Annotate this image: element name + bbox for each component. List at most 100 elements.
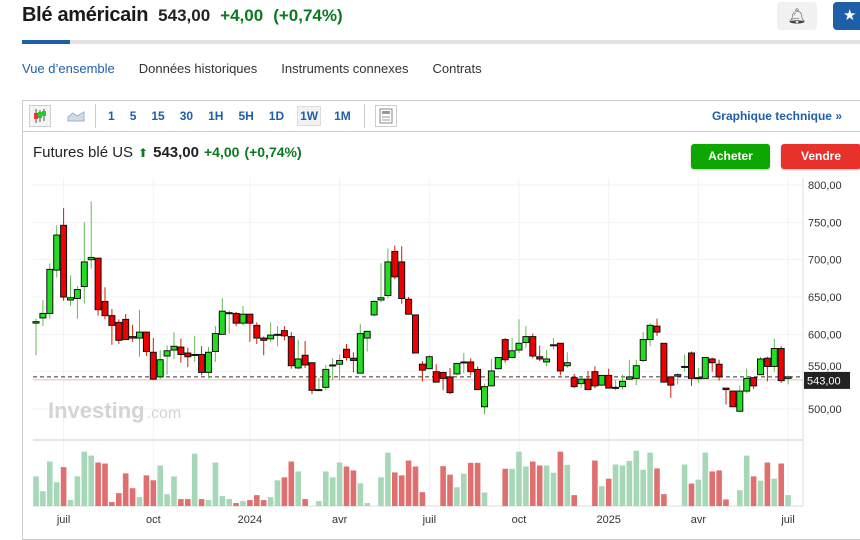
candle-body (681, 365, 689, 368)
candle-body (556, 342, 564, 372)
volume-bar (523, 466, 529, 506)
candle-body (536, 356, 544, 360)
interval-1m[interactable]: 1M (334, 109, 351, 123)
y-tick-label: 650,00 (808, 292, 842, 304)
volume-bar (143, 475, 150, 506)
candle-body (398, 261, 406, 299)
x-tick-label: juil (56, 514, 70, 526)
y-tick-label: 550,00 (808, 361, 842, 373)
candle-body (218, 310, 226, 335)
interval-15[interactable]: 15 (151, 109, 165, 123)
candle-body (308, 362, 316, 391)
interval-30[interactable]: 30 (179, 109, 194, 123)
candle-body (322, 368, 330, 388)
volume-bar (233, 503, 239, 506)
volume-bar (240, 501, 246, 506)
volume-bar (157, 465, 163, 506)
tab-related-instruments[interactable]: Instruments connexes (281, 61, 409, 76)
volume-bar (267, 497, 274, 506)
toolbar-divider (95, 104, 96, 128)
candle-body (274, 333, 281, 336)
instrument-header: Blé américain 543,00 +4,00 (+0,74%) (22, 4, 343, 30)
volume-bar (171, 476, 177, 506)
volume-bar (198, 499, 205, 506)
candle-body (60, 224, 68, 298)
technical-chart-link[interactable]: Graphique technique » (711, 109, 842, 123)
candle-body (336, 359, 344, 365)
volume-bar (640, 469, 646, 506)
candle-body (660, 342, 668, 383)
candle-body (453, 362, 461, 375)
interval-1w[interactable]: 1W (297, 106, 322, 126)
interval-5h[interactable]: 5H (238, 109, 254, 123)
tab-overview[interactable]: Vue d’ensemble (22, 61, 115, 76)
candle-body (529, 336, 537, 357)
volume-bar (481, 492, 488, 506)
interval-5[interactable]: 5 (129, 109, 137, 123)
candle-body (267, 334, 275, 340)
volume-bar (88, 455, 94, 506)
volume-bar (212, 462, 219, 506)
volume-bar (323, 471, 329, 506)
volume-bar (405, 460, 412, 506)
candle-body (625, 376, 633, 380)
candle-body (460, 361, 468, 364)
tab-historical-data[interactable]: Données historiques (138, 61, 258, 76)
volume-bar (260, 500, 267, 506)
volume-bar (778, 463, 784, 506)
candle-body (715, 363, 723, 378)
sell-button[interactable]: Vendre (781, 144, 860, 169)
interval-1[interactable]: 1 (108, 109, 115, 123)
area-chart-icon[interactable] (65, 105, 87, 127)
create-alert-button[interactable]: 🔔︎ (777, 2, 817, 30)
candle-body (729, 390, 737, 408)
volume-bar (226, 499, 232, 506)
interval-1h[interactable]: 1H (208, 109, 224, 123)
volume-bar (530, 461, 536, 506)
volume-bar (474, 462, 481, 506)
chart-change-pct: (+0,74%) (244, 144, 302, 160)
candle-body (363, 330, 371, 339)
volume-bar (164, 494, 170, 506)
buy-button[interactable]: Acheter (691, 144, 770, 169)
candle-body (225, 312, 233, 315)
volume-bar (785, 495, 791, 506)
interval-1d[interactable]: 1D (268, 109, 285, 123)
volume-bar (647, 452, 653, 506)
candle-body (108, 315, 116, 326)
volume-bar (247, 500, 253, 506)
volume-bar (571, 495, 577, 506)
volume-bar (302, 499, 308, 506)
candle-body (115, 321, 123, 341)
volume-bar (122, 473, 129, 506)
volume-bar (185, 499, 191, 506)
watchlist-button[interactable]: ★ (833, 2, 860, 30)
tab-contracts[interactable]: Contrats (432, 61, 482, 76)
x-tick-label: avr (691, 514, 707, 526)
volume-bar (219, 496, 226, 506)
candle-body (370, 300, 378, 316)
x-tick-label: juil (780, 514, 794, 526)
investing-watermark-suffix: .com (147, 405, 182, 422)
chart-change: +4,00 (204, 144, 240, 160)
candle-body (191, 354, 199, 357)
volume-bar (364, 503, 370, 506)
volume-bar (502, 468, 508, 506)
volume-bar (688, 483, 695, 506)
candle-body (101, 300, 109, 317)
volume-bar (509, 468, 515, 506)
layout-icon[interactable] (374, 105, 397, 127)
volume-bar (543, 465, 550, 506)
candle-body (632, 365, 640, 379)
candle-body (205, 351, 212, 373)
chart-instrument-name: Futures blé US (33, 144, 134, 161)
toolbar-divider (363, 104, 365, 128)
volume-bar (440, 466, 446, 506)
volume-bar (47, 461, 53, 506)
candlestick-chart-icon[interactable] (29, 105, 51, 127)
candle-body (563, 362, 571, 367)
chart-title: Futures blé US ⬆ 543,00 +4,00 (+0,74%) (33, 144, 302, 161)
volume-bar (398, 475, 405, 506)
volume-bar (205, 500, 212, 506)
